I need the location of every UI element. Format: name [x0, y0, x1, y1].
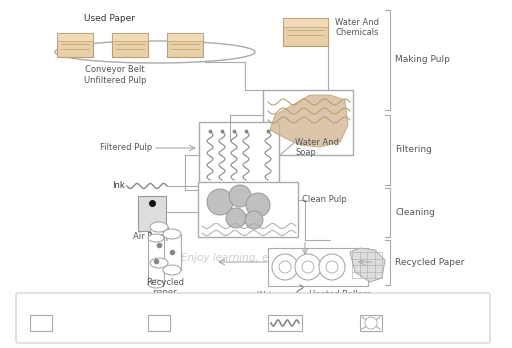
Circle shape [326, 261, 338, 273]
Text: Key: Key [30, 300, 47, 309]
Bar [283, 18, 328, 27]
Text: Water: Water [257, 292, 282, 301]
Text: Filtered Pulp: Filtered Pulp [100, 143, 152, 152]
Ellipse shape [148, 280, 164, 288]
Bar [360, 315, 382, 331]
Text: Filtered Pulp: Filtered Pulp [174, 318, 226, 327]
Bar [57, 33, 93, 57]
Text: Used Paper: Used Paper [84, 14, 136, 23]
Bar [30, 315, 52, 331]
Bar [198, 182, 298, 237]
Circle shape [226, 208, 246, 228]
Text: Air Pump: Air Pump [133, 232, 171, 241]
Text: Cleaned Pulp: Cleaned Pulp [386, 318, 441, 327]
Circle shape [246, 193, 270, 217]
Text: Making Pulp: Making Pulp [395, 55, 450, 64]
Text: Ink: Ink [112, 182, 125, 190]
Text: Filtering: Filtering [395, 145, 432, 155]
Ellipse shape [150, 258, 168, 268]
Circle shape [295, 254, 321, 280]
Text: Ink: Ink [306, 318, 319, 327]
Bar [138, 196, 166, 231]
Circle shape [207, 189, 233, 215]
Text: Unfiltered Pulp: Unfiltered Pulp [84, 76, 146, 85]
Circle shape [302, 261, 314, 273]
Text: Conveyor Belt: Conveyor Belt [85, 65, 145, 74]
Text: Water And
Soap: Water And Soap [295, 138, 339, 157]
Bar [148, 238, 164, 284]
Ellipse shape [163, 229, 181, 239]
Circle shape [279, 261, 291, 273]
Text: Heated Rollers: Heated Rollers [309, 290, 371, 299]
Circle shape [319, 254, 345, 280]
Circle shape [245, 211, 263, 229]
Bar [148, 315, 170, 331]
Bar [199, 122, 279, 187]
Text: Water And
Chemicals: Water And Chemicals [335, 18, 379, 37]
Bar [167, 33, 203, 41]
Bar [283, 18, 328, 46]
Circle shape [229, 185, 251, 207]
Ellipse shape [150, 222, 168, 232]
Text: Enjoy learning, enjoy English: Enjoy learning, enjoy English [181, 253, 331, 263]
FancyBboxPatch shape [16, 293, 490, 343]
Polygon shape [270, 95, 348, 147]
Bar [150, 227, 168, 263]
Bar [263, 90, 353, 155]
Text: Recycled
paper: Recycled paper [146, 278, 184, 298]
Text: Recycled Paper: Recycled Paper [395, 258, 464, 267]
Text: Unfiltered Pulp: Unfiltered Pulp [56, 318, 118, 327]
Ellipse shape [148, 234, 164, 242]
Bar [167, 33, 203, 57]
Text: Clean Pulp: Clean Pulp [302, 196, 347, 205]
Bar [268, 315, 302, 331]
Circle shape [272, 254, 298, 280]
Bar [57, 33, 93, 41]
Polygon shape [350, 248, 385, 282]
Ellipse shape [55, 41, 255, 63]
Ellipse shape [163, 265, 181, 275]
Text: Cleaning: Cleaning [395, 208, 435, 217]
Circle shape [365, 317, 377, 329]
Bar [112, 33, 148, 57]
Bar [163, 234, 181, 270]
Bar [112, 33, 148, 41]
Bar [268, 248, 368, 286]
